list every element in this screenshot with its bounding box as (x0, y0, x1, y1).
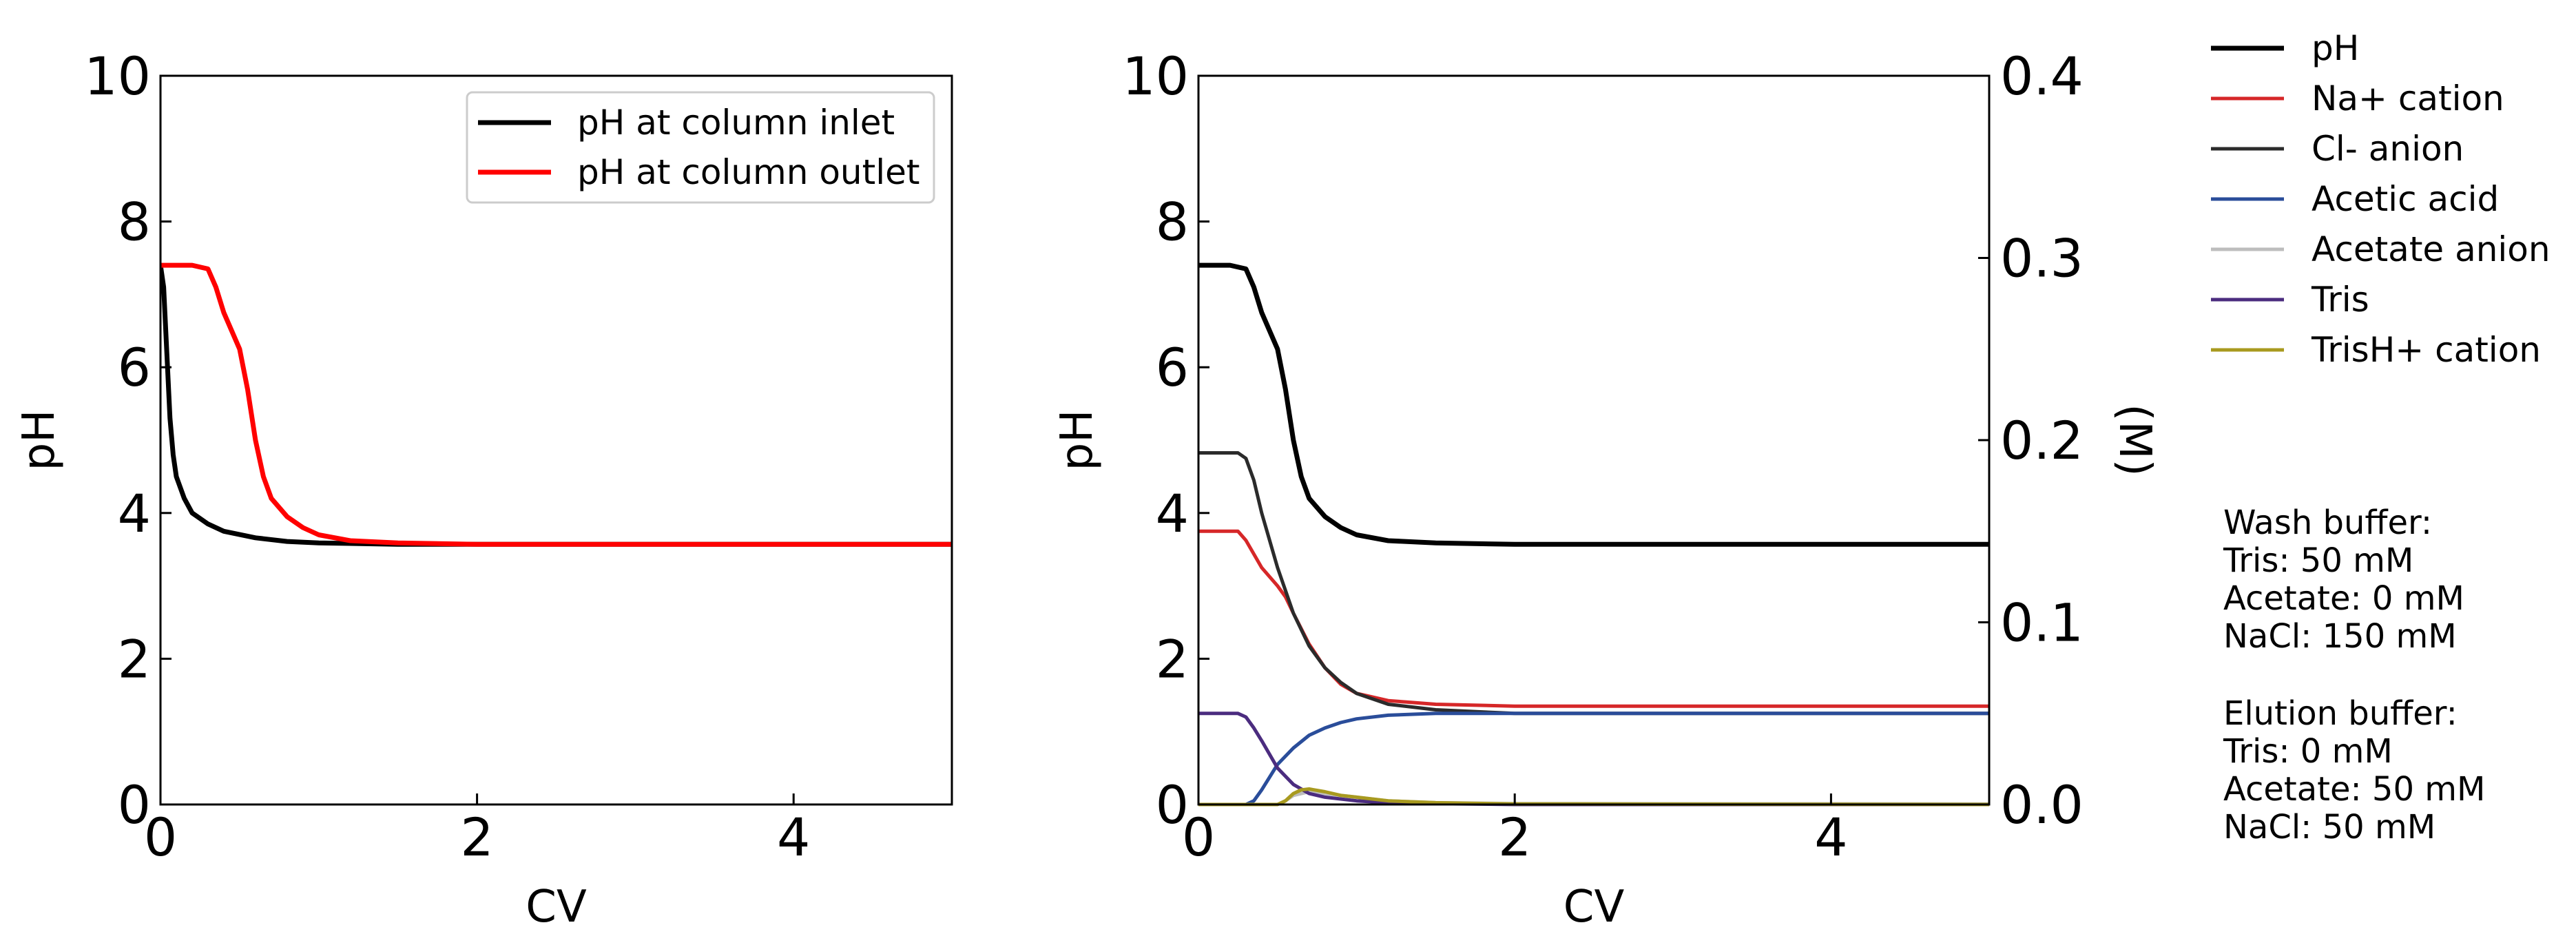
wash-buffer-line: Tris: 50 mM (2223, 541, 2413, 580)
elution-buffer-line: NaCl: 50 mM (2223, 808, 2435, 847)
plot-frame (1197, 74, 1991, 806)
series-line-cl-anion (1198, 451, 1989, 716)
series-line-trish-cation (1198, 787, 1989, 807)
y-axis-label: pH (14, 410, 65, 471)
legend-panel-1: pH at column inlet pH at column outlet (466, 91, 935, 204)
legend-entry: pH at column outlet (577, 152, 920, 192)
y2-tick-label: 0.2 (2000, 410, 2084, 471)
y-tick-label: 0 (1156, 774, 1189, 835)
x-tick-label: 0 (144, 807, 177, 868)
elution-buffer-line: Tris: 0 mM (2223, 732, 2393, 771)
y-tick-label: 2 (118, 628, 151, 689)
legend-entry: Acetic acid (2312, 179, 2499, 219)
wash-buffer-line: Acetate: 0 mM (2223, 579, 2464, 618)
panel-1: 0 2 4 0 2 4 6 8 10 CV pH (14, 45, 953, 933)
y2-tick-label: 0.1 (2000, 592, 2084, 654)
x-axis-label: CV (526, 882, 587, 933)
legend-entry: Na+ cation (2312, 79, 2504, 118)
legend-frame (466, 91, 935, 204)
y-tick-label: 6 (118, 337, 151, 398)
series-line-ph (1198, 262, 1989, 547)
y-tick-label: 0 (118, 774, 151, 835)
wash-buffer-line: Wash buffer: (2223, 503, 2432, 542)
y2-axis-label: (M) (2109, 404, 2160, 476)
plot-frame (159, 74, 953, 806)
panel-2: 0 2 4 0 2 4 6 8 10 0.0 0.1 0.2 0.3 0.4 CV pH (M) (1052, 45, 2160, 933)
series-lines (160, 262, 952, 547)
series-line-ph-at-column-inlet (160, 262, 952, 547)
y2-tick-label: 0.4 (2000, 45, 2084, 107)
x-tick-label: 4 (1814, 807, 1847, 868)
y-tick-label: 4 (1156, 483, 1189, 544)
elution-buffer-line: Elution buffer: (2223, 694, 2458, 733)
y-tick-label: 8 (118, 191, 151, 253)
y-tick-label: 4 (118, 483, 151, 544)
legend-entry: pH (2312, 28, 2359, 68)
y-tick-label: 8 (1156, 191, 1189, 253)
y-tick-label: 2 (1156, 628, 1189, 689)
y-axis-label: pH (1052, 410, 1103, 471)
series-line-acetic-acid (1198, 712, 1989, 807)
series-line-na-cation (1198, 529, 1989, 708)
y-tick-label: 6 (1156, 337, 1189, 398)
elution-buffer-line: Acetate: 50 mM (2223, 770, 2485, 809)
series-lines (1198, 262, 1989, 807)
y2-tick-label: 0.3 (2000, 228, 2084, 289)
y-tick-label: 10 (1122, 45, 1189, 107)
x-tick-label: 2 (460, 807, 493, 868)
y-tick-label: 10 (84, 45, 151, 107)
y2-tick-label: 0.0 (2000, 774, 2084, 835)
wash-buffer-line: NaCl: 150 mM (2223, 617, 2457, 656)
legend-panel-2: pH Na+ cation Cl- anion Acetic acid Acetate … (2211, 28, 2551, 370)
x-tick-label: 0 (1182, 807, 1215, 868)
legend-entry: pH at column inlet (577, 103, 895, 143)
legend-entry: Tris (2311, 280, 2369, 320)
legend-entry: TrisH+ cation (2311, 330, 2541, 370)
x-tick-label: 4 (777, 807, 810, 868)
legend-entry: Acetate anion (2312, 229, 2551, 269)
series-line-ph-at-column-outlet (160, 262, 952, 547)
legend-entry: Cl- anion (2312, 129, 2464, 169)
x-axis-label: CV (1564, 882, 1625, 933)
x-tick-label: 2 (1498, 807, 1531, 868)
